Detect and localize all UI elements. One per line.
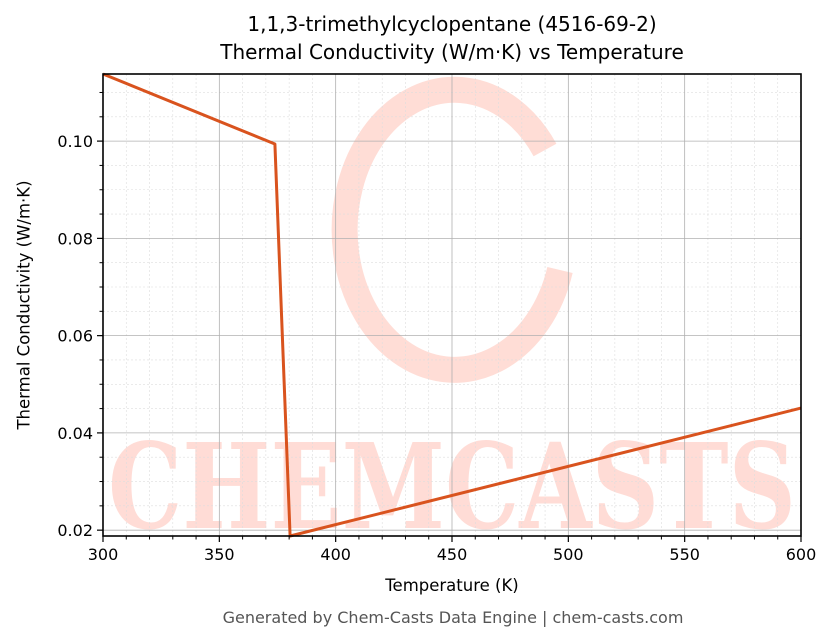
svg-text:350: 350 bbox=[204, 545, 235, 564]
axis-ticks: 300 350 400 450 500 550 600 0.02 0.04 0.06 0.08 0.1… bbox=[57, 91, 817, 564]
svg-text:0.10: 0.10 bbox=[57, 132, 93, 151]
svg-text:450: 450 bbox=[437, 545, 468, 564]
svg-text:0.02: 0.02 bbox=[57, 521, 93, 540]
x-axis-label: Temperature (K) bbox=[385, 576, 519, 595]
svg-text:0.08: 0.08 bbox=[57, 229, 93, 248]
svg-text:0.04: 0.04 bbox=[57, 424, 93, 443]
data-series bbox=[102, 72, 802, 538]
svg-text:500: 500 bbox=[553, 545, 584, 564]
chart-title-line2: Thermal Conductivity (W/m·K) vs Temperat… bbox=[220, 40, 684, 64]
svg-text:0.06: 0.06 bbox=[57, 327, 93, 346]
y-axis-label: Thermal Conductivity (W/m·K) bbox=[14, 180, 34, 430]
svg-text:400: 400 bbox=[320, 545, 351, 564]
svg-text:300: 300 bbox=[88, 545, 119, 564]
chart-title-line1: 1,1,3-trimethylcyclopentane (4516-69-2) bbox=[247, 12, 657, 36]
footer-credit: Generated by Chem-Casts Data Engine | ch… bbox=[222, 608, 684, 627]
svg-text:600: 600 bbox=[786, 545, 817, 564]
svg-text:550: 550 bbox=[669, 545, 700, 564]
